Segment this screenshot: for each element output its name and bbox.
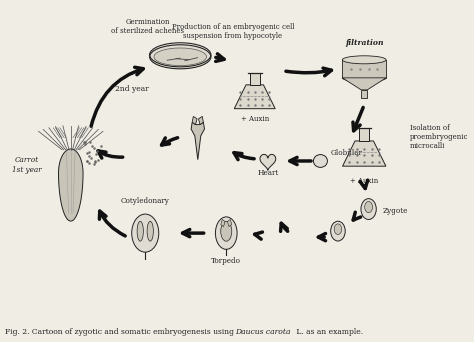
- Text: + Auxin: + Auxin: [350, 177, 378, 185]
- Polygon shape: [343, 141, 386, 166]
- Ellipse shape: [342, 74, 386, 82]
- Text: Germination
of sterilized achenes: Germination of sterilized achenes: [111, 17, 184, 35]
- Text: Carrot
1st year: Carrot 1st year: [12, 156, 42, 174]
- Text: + Auxin: + Auxin: [241, 115, 269, 123]
- Polygon shape: [250, 73, 260, 85]
- Ellipse shape: [221, 221, 232, 241]
- Polygon shape: [342, 78, 386, 90]
- Polygon shape: [359, 128, 369, 141]
- Text: 2nd year: 2nd year: [115, 85, 149, 93]
- Ellipse shape: [365, 201, 373, 213]
- Ellipse shape: [150, 45, 211, 69]
- Text: Fig. 2. Cartoon of zygotic and somatic embryogenesis using: Fig. 2. Cartoon of zygotic and somatic e…: [5, 329, 237, 337]
- Ellipse shape: [132, 214, 159, 252]
- Polygon shape: [191, 122, 204, 160]
- Polygon shape: [234, 85, 275, 109]
- Ellipse shape: [342, 56, 386, 64]
- Text: Heart: Heart: [257, 169, 279, 177]
- Text: filtration: filtration: [345, 39, 383, 47]
- Polygon shape: [260, 154, 276, 170]
- Ellipse shape: [331, 221, 345, 241]
- Text: Globular: Globular: [331, 149, 363, 157]
- Polygon shape: [228, 220, 232, 227]
- Text: Torpedo: Torpedo: [211, 257, 241, 265]
- Text: L. as an example.: L. as an example.: [294, 329, 363, 337]
- Ellipse shape: [215, 217, 237, 249]
- Polygon shape: [192, 116, 197, 124]
- Polygon shape: [361, 90, 367, 98]
- Ellipse shape: [361, 199, 376, 220]
- Polygon shape: [342, 60, 386, 78]
- Ellipse shape: [137, 221, 143, 241]
- Text: Daucus carota: Daucus carota: [235, 329, 291, 337]
- Text: Cotyledonary: Cotyledonary: [121, 197, 170, 205]
- Text: Zygote: Zygote: [382, 207, 408, 215]
- Ellipse shape: [147, 221, 154, 241]
- Circle shape: [313, 155, 328, 167]
- Polygon shape: [58, 149, 83, 221]
- Polygon shape: [221, 220, 225, 227]
- Text: Production of an embryogenic cell
suspension from hypocotyle: Production of an embryogenic cell suspen…: [172, 23, 294, 40]
- Polygon shape: [199, 116, 203, 124]
- Ellipse shape: [154, 48, 207, 66]
- Text: Isolation of
proembryogenic
microcalli: Isolation of proembryogenic microcalli: [410, 124, 469, 150]
- Ellipse shape: [334, 224, 342, 235]
